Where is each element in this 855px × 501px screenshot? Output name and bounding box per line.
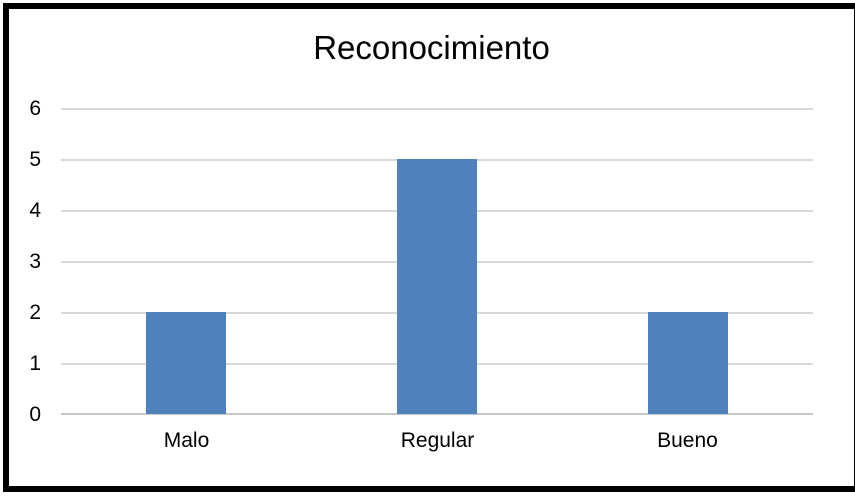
y-axis-tick-label: 5: [29, 148, 41, 171]
plot-area: [61, 108, 813, 415]
bar-regular: [397, 159, 477, 414]
x-axis-category-label: Bueno: [657, 429, 718, 452]
x-axis-category-label: Regular: [400, 429, 475, 452]
y-axis-tick-label: 1: [29, 352, 41, 375]
y-axis-tick-label: 0: [29, 403, 41, 426]
y-axis-tick-label: 2: [29, 301, 41, 324]
bar-bueno: [648, 312, 728, 414]
y-axis-tick-label: 4: [29, 199, 41, 222]
y-axis-tick-label: 6: [29, 97, 41, 120]
chart-title: Reconocimiento: [313, 29, 550, 66]
x-axis-category-label: Malo: [163, 429, 210, 452]
y-axis-tick-label: 3: [29, 250, 41, 273]
chart-area: Reconocimiento 0 1 2 3 4 5 6 Malo Regular Bueno: [9, 9, 854, 486]
gridline: [61, 108, 813, 110]
chart-frame: Reconocimiento 0 1 2 3 4 5 6 Malo Regular Bueno: [3, 3, 855, 492]
bar-malo: [146, 312, 226, 414]
x-axis-line: [61, 413, 813, 415]
